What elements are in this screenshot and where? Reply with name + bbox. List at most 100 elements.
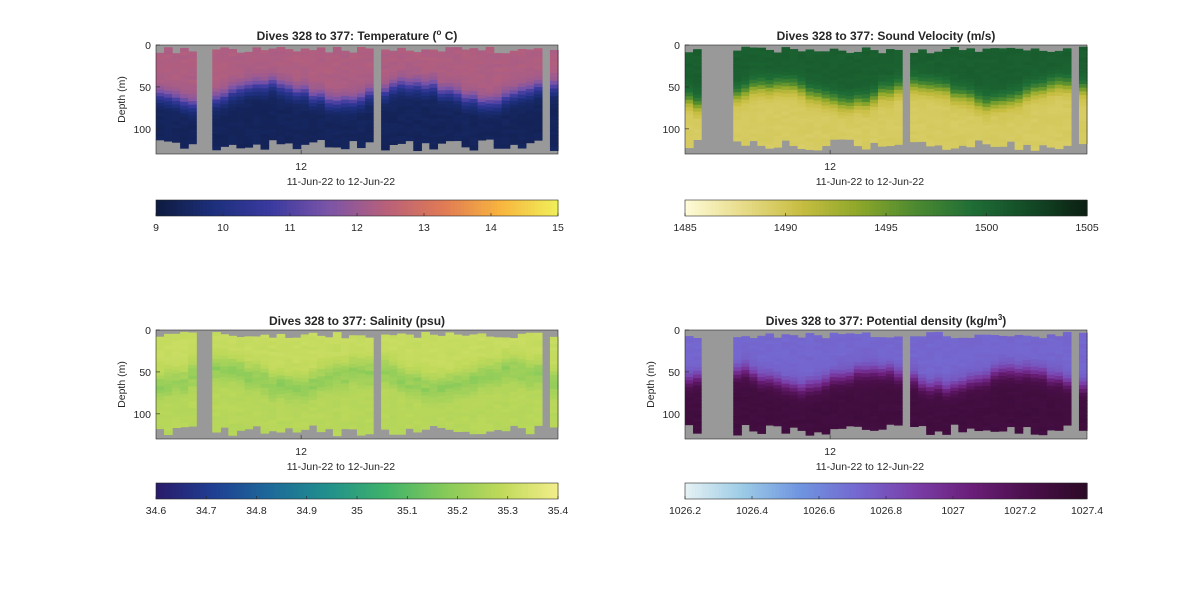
profile-cell: [429, 411, 438, 416]
profile-column: [886, 49, 895, 147]
profile-cell: [813, 387, 823, 392]
profile-cell: [1038, 79, 1048, 84]
profile-cell: [493, 422, 503, 427]
profile-cell: [365, 341, 374, 346]
profile-cell: [188, 83, 197, 88]
profile-cell: [797, 337, 807, 342]
profile-cell: [316, 391, 326, 396]
profile-cell: [509, 133, 519, 138]
profile-cell: [316, 335, 326, 341]
profile-cell: [1038, 86, 1048, 92]
profile-cell: [1038, 115, 1048, 121]
profile-cell: [485, 61, 495, 66]
profile-cell: [413, 89, 422, 95]
profile-cell: [693, 108, 702, 113]
profile-column: [894, 336, 903, 426]
profile-cell: [765, 417, 775, 423]
profile-cell: [172, 398, 181, 403]
profile-cell: [461, 128, 471, 133]
profile-cell: [397, 348, 406, 354]
profile-cell: [284, 348, 294, 353]
profile-cell: [773, 381, 783, 386]
profile-cell: [525, 425, 535, 431]
profile-cell: [348, 116, 358, 121]
profile-cell: [357, 404, 366, 409]
profile-cell: [525, 348, 535, 353]
y-tick-label: 50: [139, 367, 151, 379]
profile-cell: [156, 410, 165, 415]
profile-cell: [781, 338, 791, 343]
profile-column: [869, 337, 879, 431]
profile-cell: [477, 421, 487, 427]
profile-cell: [942, 426, 951, 432]
profile-cell: [886, 394, 895, 399]
profile-cell: [300, 374, 310, 379]
profile-cell: [493, 379, 503, 384]
profile-cell: [509, 338, 519, 342]
profile-cell: [918, 363, 927, 368]
profile-cell: [453, 390, 463, 395]
profile-column: [493, 53, 503, 149]
profile-cell: [437, 114, 447, 119]
profile-cell: [244, 143, 254, 148]
profile-cell: [212, 57, 221, 62]
colorbar-segment: [263, 483, 268, 499]
profile-cell: [180, 71, 189, 76]
profile-cell: [1046, 136, 1056, 141]
profile-cell: [845, 333, 855, 338]
profile-cell: [781, 398, 791, 404]
profile-column: [1006, 47, 1016, 142]
colorbar-segment: [276, 200, 281, 216]
profile-cell: [733, 102, 742, 107]
profile-cell: [300, 70, 310, 75]
profile-cell: [950, 361, 959, 366]
profile-cell: [533, 125, 543, 131]
profile-cell: [284, 128, 294, 133]
colorbar-segment: [269, 483, 274, 499]
profile-cell: [757, 119, 766, 124]
profile-cell: [421, 88, 430, 94]
profile-cell: [461, 365, 471, 370]
profile-cell: [942, 377, 951, 383]
profile-cell: [765, 379, 775, 384]
profile-cell: [837, 121, 847, 126]
profile-cell: [853, 109, 863, 114]
profile-cell: [517, 355, 527, 360]
profile-cell: [805, 360, 815, 366]
profile-cell: [252, 350, 262, 355]
profile-cell: [821, 65, 831, 71]
profile-cell: [308, 389, 318, 394]
profile-cell: [332, 96, 342, 102]
colorbar-segment: [326, 483, 331, 499]
colorbar-segment: [383, 200, 388, 216]
profile-cell: [276, 382, 286, 388]
profile-cell: [244, 389, 254, 394]
profile-cell: [845, 347, 855, 352]
profile-cell: [757, 47, 766, 52]
profile-cell: [942, 340, 951, 345]
profile-cell: [861, 94, 871, 99]
profile-cell: [757, 425, 766, 431]
profile-cell: [308, 85, 318, 90]
profile-cell: [990, 67, 1000, 72]
profile-cell: [789, 345, 799, 350]
profile-cell: [517, 113, 527, 119]
profile-cell: [741, 390, 750, 395]
profile-cell: [886, 404, 895, 409]
profile-cell: [837, 104, 847, 109]
profile-cell: [324, 368, 334, 373]
colorbar-segment: [457, 200, 462, 216]
colorbar-segment: [393, 483, 398, 499]
profile-cell: [348, 342, 358, 347]
profile-cell: [284, 74, 294, 79]
profile-cell: [220, 54, 229, 60]
profile-cell: [421, 335, 430, 341]
profile-cell: [212, 408, 221, 414]
colorbar-segment: [209, 200, 214, 216]
profile-cell: [805, 419, 815, 424]
profile-cell: [188, 361, 197, 366]
profile-cell: [773, 139, 783, 144]
profile-cell: [781, 129, 791, 134]
profile-cell: [324, 110, 334, 115]
profile-cell: [469, 403, 479, 408]
